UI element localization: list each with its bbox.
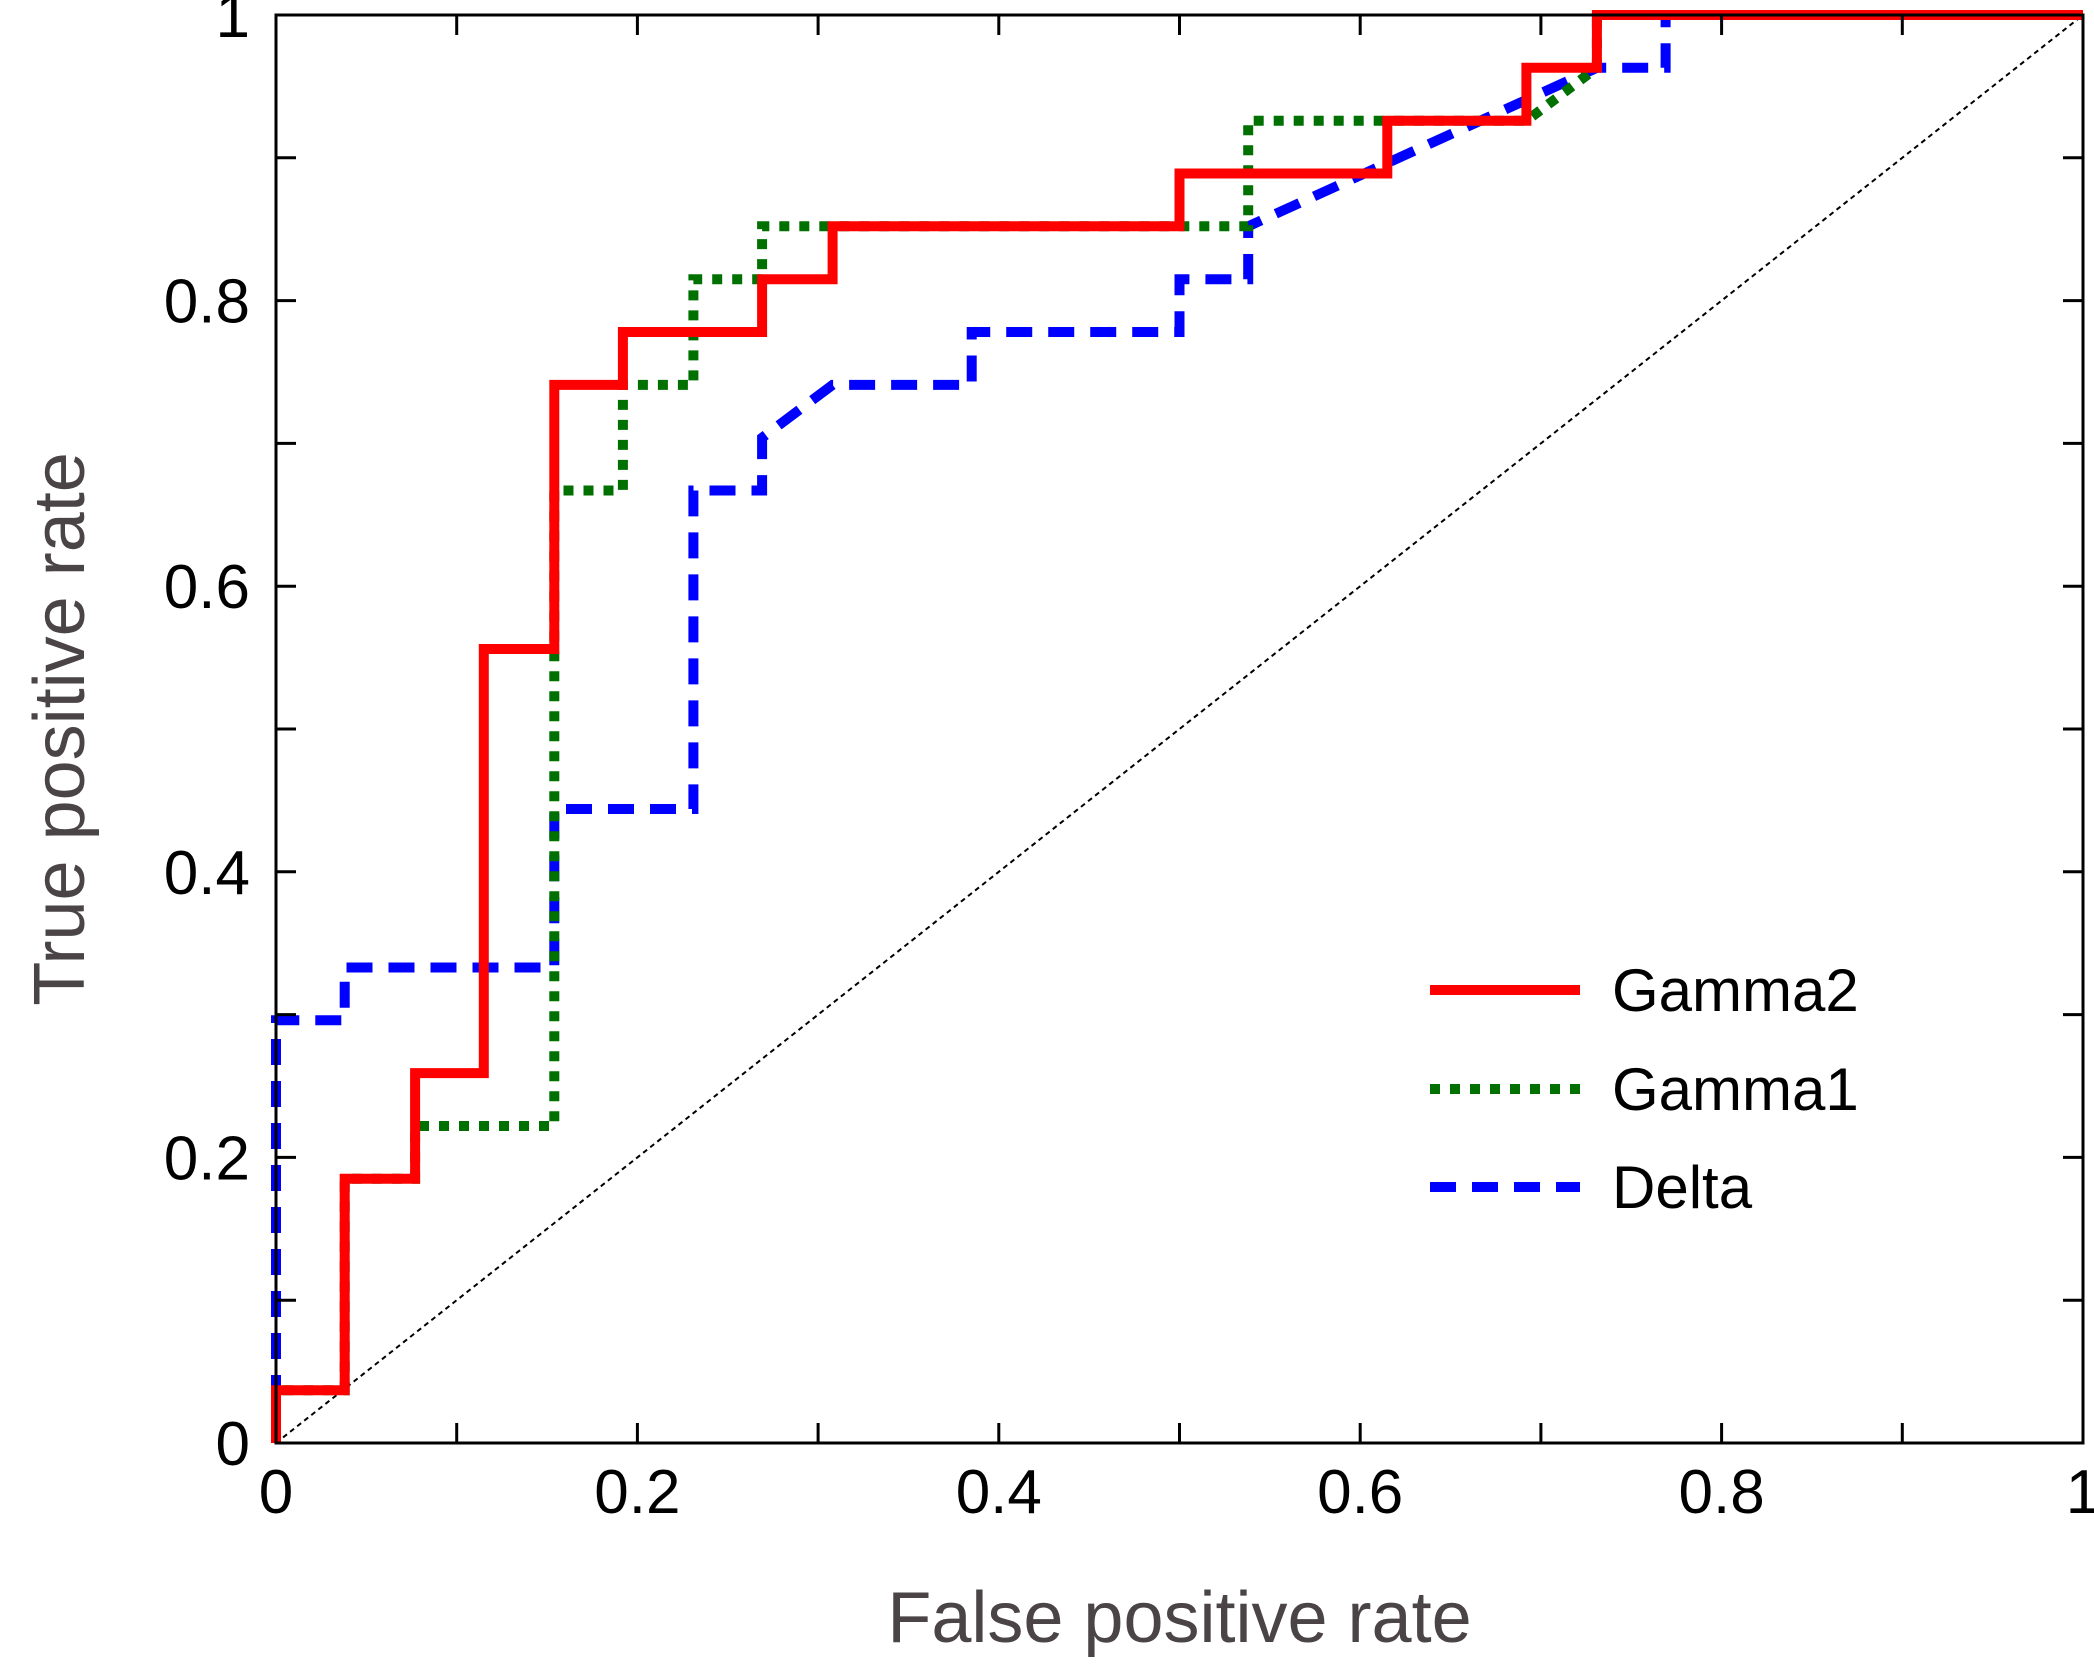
legend-label-gamma1: Gamma1 [1612,1056,1859,1123]
y-axis-label: True positive rate [20,452,100,1006]
x-axis-label: False positive rate [887,1578,1471,1658]
y-tick-label: 0.6 [164,553,250,622]
y-tick-label: 0.2 [164,1124,250,1193]
x-tick-label: 0.4 [956,1458,1042,1527]
x-tick-label: 0 [259,1458,293,1527]
x-tick-label: 0.8 [1678,1458,1764,1527]
y-tick-label: 0.8 [164,268,250,337]
x-tick-label: 1 [2066,1458,2094,1527]
y-tick-label: 1 [216,0,250,51]
x-tick-label: 0.6 [1317,1458,1403,1527]
tick-label-layer: 0 0.2 0.4 0.6 0.8 1 0 0.2 0.4 0.6 0.8 1 [164,0,2094,1527]
legend-label-gamma2: Gamma2 [1612,957,1859,1024]
legend: Gamma2 Gamma1 Delta [1430,957,1859,1221]
reference-diagonal-layer [275,14,2084,1444]
x-tick-label: 0.2 [594,1458,680,1527]
series-line-delta [271,15,1671,1443]
y-tick-label: 0.4 [164,839,250,908]
tick-layer [276,15,2083,1443]
legend-label-delta: Delta [1612,1154,1753,1221]
series-line-gamma2 [271,10,2083,1443]
y-tick-label: 0 [216,1410,250,1479]
reference-diagonal [275,14,2084,1444]
series-layer [271,10,2083,1443]
